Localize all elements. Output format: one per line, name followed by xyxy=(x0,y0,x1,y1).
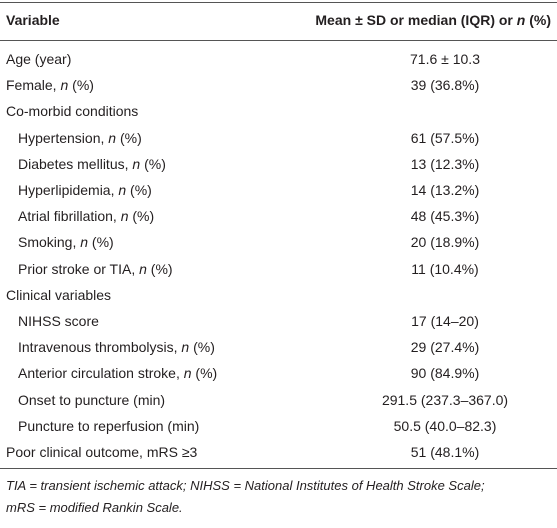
footnote-line: TIA = transient ischemic attack; NIHSS =… xyxy=(6,478,485,493)
row-label: Prior stroke or TIA, n (%) xyxy=(18,260,173,278)
footnote-line: mRS = modified Rankin Scale. xyxy=(6,500,183,515)
row-value: 50.5 (40.0–82.3) xyxy=(393,417,497,434)
text-part: (%) xyxy=(146,260,173,277)
row-value: 29 (27.4%) xyxy=(410,339,480,356)
text-part: (%) xyxy=(116,129,142,146)
italic-text: n xyxy=(108,129,117,146)
bottom-rule xyxy=(0,468,557,469)
text-part: (%) xyxy=(126,182,152,198)
text-part: (%) xyxy=(68,77,94,94)
text-part: Prior stroke or TIA, xyxy=(18,260,140,277)
row-value: 71.6 ± 10.3 xyxy=(410,51,480,67)
top-rule xyxy=(0,2,557,3)
text-part: Mean ± SD or median (IQR) or xyxy=(315,12,517,28)
text-part: (%) xyxy=(189,339,215,356)
italic-text: n xyxy=(139,260,147,277)
row-label: NIHSS score xyxy=(18,313,99,329)
row-value: 39 (36.8%) xyxy=(410,77,480,94)
header-value: Mean ± SD or median (IQR) or n (%) xyxy=(315,11,551,29)
row-label: Smoking, n (%) xyxy=(18,233,114,251)
text-part: (%) xyxy=(191,365,218,382)
header-rule xyxy=(0,40,557,41)
row-value: 48 (45.3%) xyxy=(410,208,480,225)
italic-text: n xyxy=(118,182,127,198)
row-value: 61 (57.5%) xyxy=(410,129,480,146)
row-label: Clinical variables xyxy=(6,286,112,303)
text-part: (%) xyxy=(525,12,551,28)
row-label: Atrial fibrillation, n (%) xyxy=(18,207,154,225)
row-label: Puncture to reperfusion (min) xyxy=(18,417,200,434)
row-value: 11 (10.4%) xyxy=(411,260,479,277)
row-label: Diabetes mellitus, n (%) xyxy=(18,155,166,173)
text-part: Intravenous thrombolysis, xyxy=(18,339,182,356)
row-value: 14 (13.2%) xyxy=(410,182,480,198)
row-label: Hyperlipidemia, n (%) xyxy=(18,181,152,199)
italic-text: n xyxy=(183,365,192,382)
row-label: Intravenous thrombolysis, n (%) xyxy=(18,338,215,356)
row-value: 90 (84.9%) xyxy=(410,365,480,382)
row-label: Age (year) xyxy=(6,51,72,67)
row-value: 291.5 (237.3–367.0) xyxy=(381,391,509,408)
italic-text: n xyxy=(80,234,89,251)
row-value: 20 (18.9%) xyxy=(410,234,480,251)
row-label: Female, n (%) xyxy=(6,76,94,94)
italic-text: n xyxy=(181,339,190,356)
text-part: (%) xyxy=(140,155,166,172)
row-label: Onset to puncture (min) xyxy=(18,391,166,408)
text-part: (%) xyxy=(128,208,155,225)
text-part: Anterior circulation stroke, xyxy=(18,365,184,382)
row-label: Poor clinical outcome, mRS ≥3 xyxy=(6,444,198,460)
text-part: Atrial fibrillation, xyxy=(18,208,121,225)
row-label: Co-morbid conditions xyxy=(6,103,139,120)
italic-text: n xyxy=(60,77,69,94)
row-label: Hypertension, n (%) xyxy=(18,129,142,147)
italic-text: n xyxy=(132,155,141,172)
text-part: Smoking, xyxy=(18,234,81,251)
text-part: (%) xyxy=(88,234,114,251)
text-part: Hypertension, xyxy=(18,129,109,146)
row-value: 51 (48.1%) xyxy=(410,444,480,460)
text-part: Hyperlipidemia, xyxy=(18,182,119,198)
row-value: 13 (12.3%) xyxy=(410,155,480,172)
italic-text: n xyxy=(120,208,129,225)
header-variable: Variable xyxy=(6,12,60,28)
row-value: 17 (14–20) xyxy=(411,313,479,329)
italic-text: n xyxy=(516,12,526,28)
text-part: Diabetes mellitus, xyxy=(18,155,133,172)
row-label: Anterior circulation stroke, n (%) xyxy=(18,364,217,382)
text-part: Female, xyxy=(6,77,61,94)
